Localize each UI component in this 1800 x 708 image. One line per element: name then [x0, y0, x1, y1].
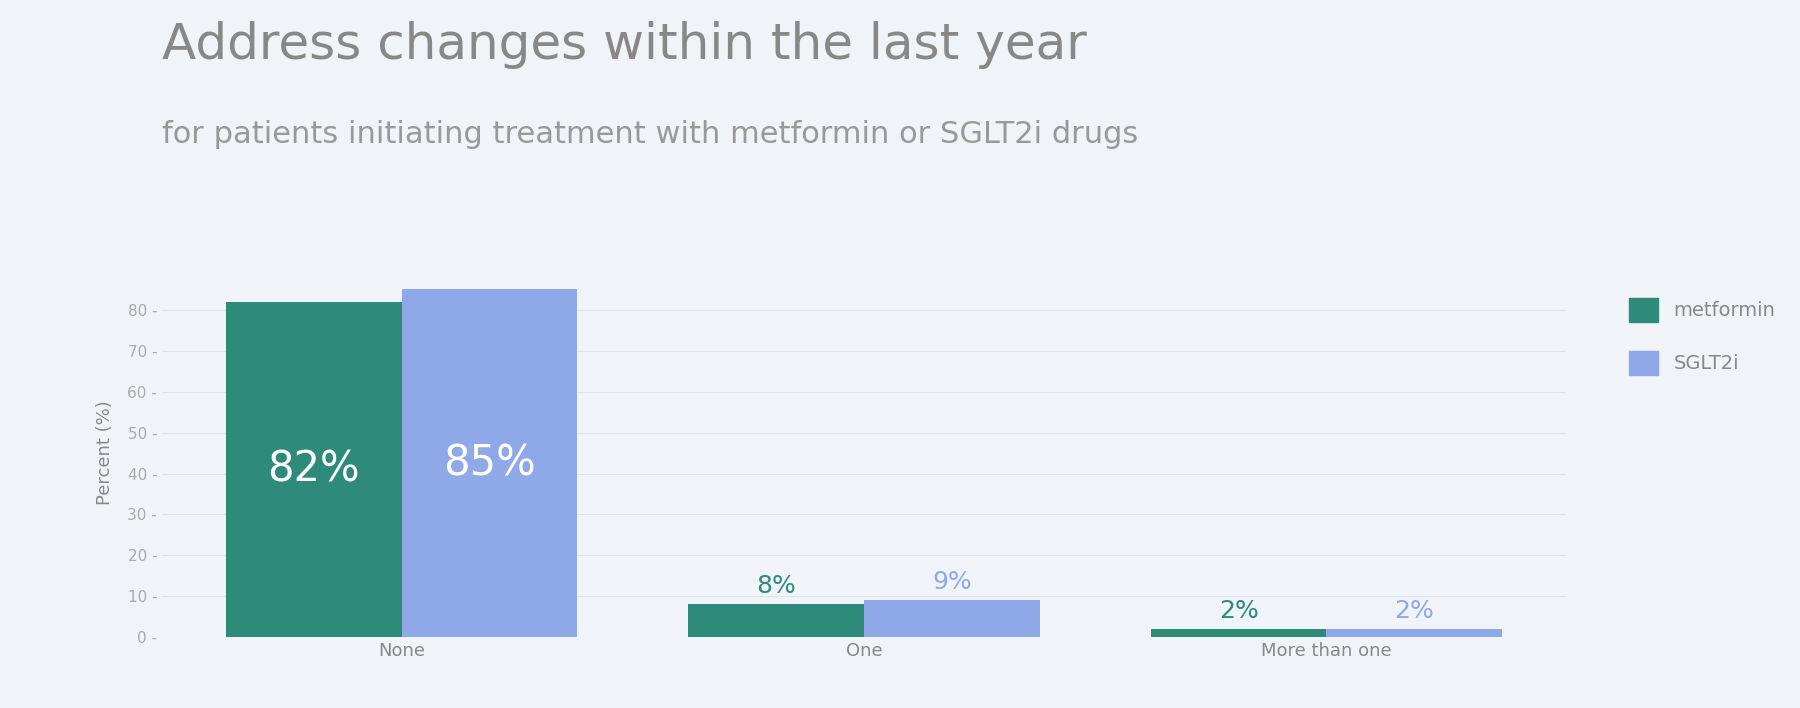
Text: Address changes within the last year: Address changes within the last year [162, 21, 1087, 69]
Text: 2%: 2% [1395, 599, 1435, 623]
Bar [1150, 629, 1327, 637]
Text: 82%: 82% [268, 448, 360, 491]
Bar [688, 605, 864, 637]
Legend: metformin, SGLT2i: metformin, SGLT2i [1609, 279, 1795, 394]
Bar [225, 302, 401, 637]
Y-axis label: Percent (%): Percent (%) [95, 401, 113, 506]
Bar [401, 290, 578, 637]
Bar [1327, 629, 1503, 637]
Text: 2%: 2% [1219, 599, 1258, 623]
Text: 9%: 9% [932, 570, 972, 594]
Text: 85%: 85% [443, 442, 536, 484]
Text: for patients initiating treatment with metformin or SGLT2i drugs: for patients initiating treatment with m… [162, 120, 1138, 149]
Bar [864, 600, 1040, 637]
Text: 8%: 8% [756, 574, 796, 598]
